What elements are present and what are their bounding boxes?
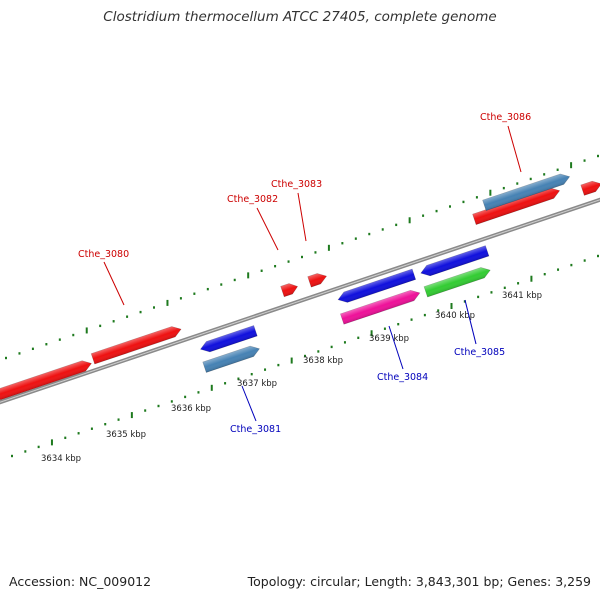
label-leader-line — [297, 192, 307, 242]
backbone-highlight — [0, 199, 600, 403]
scale-label: 3637 kbp — [237, 379, 277, 389]
upper-tick-track — [5, 154, 599, 360]
gene-labels: 3634 kbp 3635 kbp 3636 kbp 3637 kbp 3638 kbp… — [41, 112, 542, 464]
gene-arrow-cthe-3082-shading — [280, 283, 298, 297]
gene-label[interactable]: Cthe_3081 — [230, 424, 281, 435]
gene-arrow-cthe-3078[interactable] — [0, 358, 93, 401]
map-title: Clostridium thermocellum ATCC 27405, com… — [103, 9, 497, 25]
gene-arrow-cthe-3081-shading — [202, 346, 260, 373]
scale-label: 3638 kbp — [303, 356, 343, 366]
scale-label: 3636 kbp — [171, 404, 211, 414]
gene-arrow-cthe-3084[interactable] — [340, 288, 421, 325]
gene-arrow-cthe-3082[interactable] — [280, 281, 300, 298]
gene-label[interactable]: Cthe_3086 — [480, 112, 531, 123]
gene-label[interactable]: Cthe_3084 — [377, 372, 428, 383]
label-leader-line — [388, 325, 404, 370]
scale-label: 3639 kbp — [369, 334, 409, 344]
scale-label: 3634 kbp — [41, 454, 81, 464]
gene-arrow-cthe-3084-shading — [340, 290, 420, 325]
gene-arrow-cthe-3085-blue[interactable] — [419, 245, 490, 279]
scale-label: 3635 kbp — [106, 430, 146, 440]
gene-arrow-cthe-3086-red-shading — [472, 187, 560, 225]
gene-arrow-cthe-3085-blue-shading — [420, 245, 489, 276]
label-leader-line — [464, 299, 477, 345]
accession-text: Accession: NC_009012 — [9, 574, 152, 589]
gene-label[interactable]: Cthe_3082 — [227, 194, 278, 205]
label-leader-line — [507, 125, 522, 173]
gene-arrow-cthe-3083-shading — [307, 273, 327, 288]
genome-backbone — [0, 197, 600, 405]
gene-arrow-cthe-3081[interactable] — [202, 344, 261, 373]
gene-arrow-cthe-3086-shading — [482, 173, 570, 211]
gene-arrow-cthe-3084-blue[interactable] — [336, 268, 417, 305]
gene-label[interactable]: Cthe_3085 — [454, 347, 505, 358]
gene-label[interactable]: Cthe_3080 — [78, 249, 129, 260]
gene-arrow-cthe-3087[interactable] — [580, 179, 600, 196]
gene-arrow-cthe-3080[interactable] — [90, 324, 183, 365]
gene-label[interactable]: Cthe_3083 — [271, 179, 322, 190]
gene-arrow-cthe-3080-shading — [91, 326, 182, 365]
label-leader-line — [241, 385, 257, 422]
gene-arrow-cthe-3087-shading — [580, 181, 600, 196]
gene-features — [0, 171, 600, 401]
gene-arrow-cthe-3086[interactable] — [482, 171, 572, 211]
lower-tick-track — [11, 254, 599, 458]
label-leader-line — [103, 261, 125, 306]
gene-arrow-cthe-3081-blue[interactable] — [199, 325, 258, 355]
scale-label: 3641 kbp — [502, 291, 542, 301]
gene-arrow-cthe-3083[interactable] — [307, 271, 329, 288]
gene-arrow-cthe-3085-shading — [424, 267, 491, 298]
gene-arrow-cthe-3084-blue-shading — [338, 269, 416, 303]
gene-arrow-cthe-3085[interactable] — [423, 265, 492, 298]
label-leader-line — [256, 207, 279, 251]
genome-summary-text: Topology: circular; Length: 3,843,301 bp… — [247, 574, 591, 589]
scale-label: 3640 kbp — [435, 311, 475, 321]
gene-arrow-cthe-3078-shading — [0, 360, 92, 400]
gene-arrow-cthe-3081-blue-shading — [200, 325, 258, 352]
